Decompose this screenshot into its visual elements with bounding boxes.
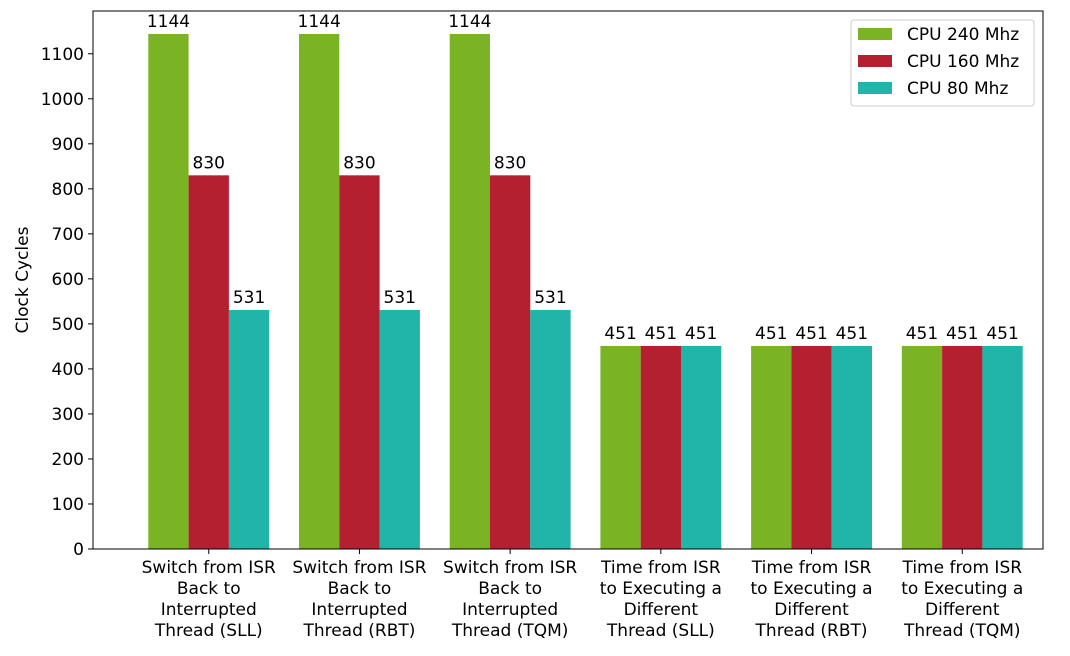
x-tick-label: Different <box>925 600 1000 620</box>
x-tick-label: to Executing a <box>901 579 1023 599</box>
bar-2-5 <box>791 345 832 549</box>
x-tick-label: Thread (RBT) <box>302 621 415 641</box>
bar-3-3 <box>530 309 571 549</box>
bar-3-4 <box>681 345 722 549</box>
plot-frame <box>92 10 1044 550</box>
bar-3-6 <box>982 345 1023 549</box>
data-label: 531 <box>233 288 265 308</box>
y-tick-label: 0 <box>73 540 84 560</box>
x-tick-label: Interrupted <box>161 600 257 620</box>
y-tick-label: 100 <box>52 495 84 515</box>
x-tick-label: Different <box>774 600 849 620</box>
y-tick-label: 300 <box>52 405 84 425</box>
data-label: 531 <box>534 288 566 308</box>
data-label: 451 <box>645 324 677 344</box>
data-label: 451 <box>685 324 717 344</box>
bar-3-2 <box>379 309 420 549</box>
bar-1-6 <box>901 345 943 549</box>
data-label: 1144 <box>448 12 491 32</box>
x-tick-label: Thread (TQM) <box>451 621 569 641</box>
data-label: 451 <box>755 324 787 344</box>
legend-swatch-3 <box>858 82 892 94</box>
y-tick-label: 1100 <box>41 45 84 65</box>
x-tick-label: Time from ISR <box>751 558 872 578</box>
x-tick-label: Thread (RBT) <box>755 621 868 641</box>
y-tick-label: 200 <box>52 450 84 470</box>
y-tick-label: 1000 <box>41 90 84 110</box>
x-tick-label: to Executing a <box>600 579 722 599</box>
y-tick-label: 700 <box>52 225 84 245</box>
y-axis-title: Clock Cycles <box>13 226 33 333</box>
y-tick-label: 900 <box>52 135 84 155</box>
data-label: 451 <box>604 324 636 344</box>
x-tick-label: Switch from ISR <box>292 558 426 578</box>
y-tick-label: 400 <box>52 360 84 380</box>
bar-2-4 <box>640 345 682 549</box>
x-tick-label: Back to <box>177 579 241 599</box>
x-tick-label: Different <box>624 600 699 620</box>
legend-swatch-2 <box>858 55 892 67</box>
x-tick-label: Interrupted <box>462 600 558 620</box>
x-tick-label: Back to <box>478 579 542 599</box>
data-label: 451 <box>986 324 1018 344</box>
data-label: 1144 <box>147 12 190 32</box>
bars-layer <box>148 33 1023 549</box>
data-label: 830 <box>494 153 526 173</box>
legend-swatch-1 <box>858 28 892 40</box>
legend-label-1: CPU 240 Mhz <box>907 25 1019 45</box>
data-label: 451 <box>946 324 978 344</box>
legend: CPU 240 Mhz CPU 160 Mhz CPU 80 Mhz <box>850 19 1035 107</box>
bar-2-2 <box>339 175 380 549</box>
x-tick-label: Time from ISR <box>901 558 1022 578</box>
y-tick-label: 500 <box>52 315 84 335</box>
data-label: 531 <box>384 288 416 308</box>
x-tick-label: Switch from ISR <box>443 558 577 578</box>
data-label: 830 <box>343 153 375 173</box>
bar-2-1 <box>188 175 229 549</box>
legend-label-3: CPU 80 Mhz <box>907 79 1008 99</box>
bar-1-1 <box>148 33 189 549</box>
data-labels-layer: 1144 830 531 1144 830 531 1144 830 531 451 451 451 4… <box>147 12 1019 344</box>
data-label: 451 <box>906 324 938 344</box>
x-tick-label: Switch from ISR <box>142 558 276 578</box>
data-label: 451 <box>795 324 827 344</box>
bar-1-3 <box>449 33 491 549</box>
bar-2-6 <box>942 345 983 549</box>
bar-1-4 <box>600 345 641 549</box>
bar-3-1 <box>228 309 270 549</box>
x-tick-label: to Executing a <box>750 579 872 599</box>
legend-label-2: CPU 160 Mhz <box>907 52 1019 72</box>
y-tick-label: 600 <box>52 270 84 290</box>
bar-2-3 <box>490 175 531 549</box>
x-tick-label: Interrupted <box>311 600 407 620</box>
y-tick-label: 800 <box>52 180 84 200</box>
data-label: 830 <box>193 153 225 173</box>
x-tick-label: Thread (TQM) <box>903 621 1021 641</box>
bar-1-5 <box>751 345 792 549</box>
data-label: 1144 <box>298 12 341 32</box>
x-tick-label: Thread (SLL) <box>606 621 715 641</box>
data-label: 451 <box>836 324 868 344</box>
x-tick-label: Time from ISR <box>600 558 721 578</box>
bar-3-5 <box>831 345 873 549</box>
x-tick-label: Back to <box>328 579 392 599</box>
bar-1-2 <box>299 33 340 549</box>
legend-box <box>850 19 1035 107</box>
x-tick-label: Thread (SLL) <box>154 621 263 641</box>
